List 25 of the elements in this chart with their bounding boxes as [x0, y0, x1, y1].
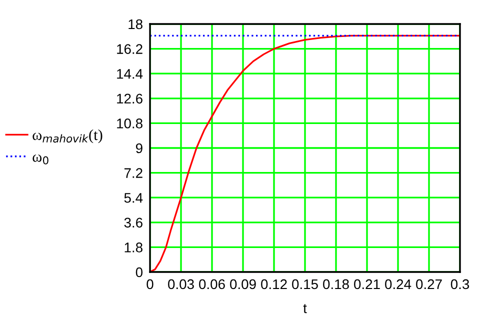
x-tick-label: 0.12	[261, 279, 287, 290]
y-tick-label: 3.6	[124, 218, 142, 228]
x-tick-label: 0.15	[292, 279, 318, 290]
y-tick-label: 9	[136, 143, 142, 154]
y-tick-label: 10.8	[117, 118, 142, 128]
legend-label: ω$_{mahovik}$(t)	[32, 129, 102, 144]
y-tick-label: 16.2	[117, 44, 142, 54]
x-tick-label: 0.3	[450, 279, 470, 290]
y-tick-label: 14.4	[117, 69, 143, 79]
y-tick-label: 0	[136, 267, 143, 278]
x-tick-label: 0.27	[416, 279, 442, 290]
y-tick-label: 5.4	[124, 193, 143, 203]
y-tick-label: 12.6	[117, 94, 142, 104]
y-tick-label: 18	[128, 19, 142, 30]
x-tick-label: 0.18	[323, 279, 349, 290]
x-axis-title: t	[303, 304, 307, 314]
x-tick-label: 0.03	[168, 279, 194, 290]
x-tick-label: 0.21	[354, 279, 380, 290]
x-tick-label: 0	[146, 279, 154, 290]
legend-label: ω$_{0}$	[32, 154, 48, 164]
x-tick-label: 0.06	[199, 279, 225, 290]
y-tick-label: 7.2	[124, 168, 142, 178]
y-tick-label: 1.8	[124, 242, 142, 252]
x-tick-label: 0.09	[230, 279, 256, 290]
x-tick-label: 0.24	[385, 279, 412, 290]
